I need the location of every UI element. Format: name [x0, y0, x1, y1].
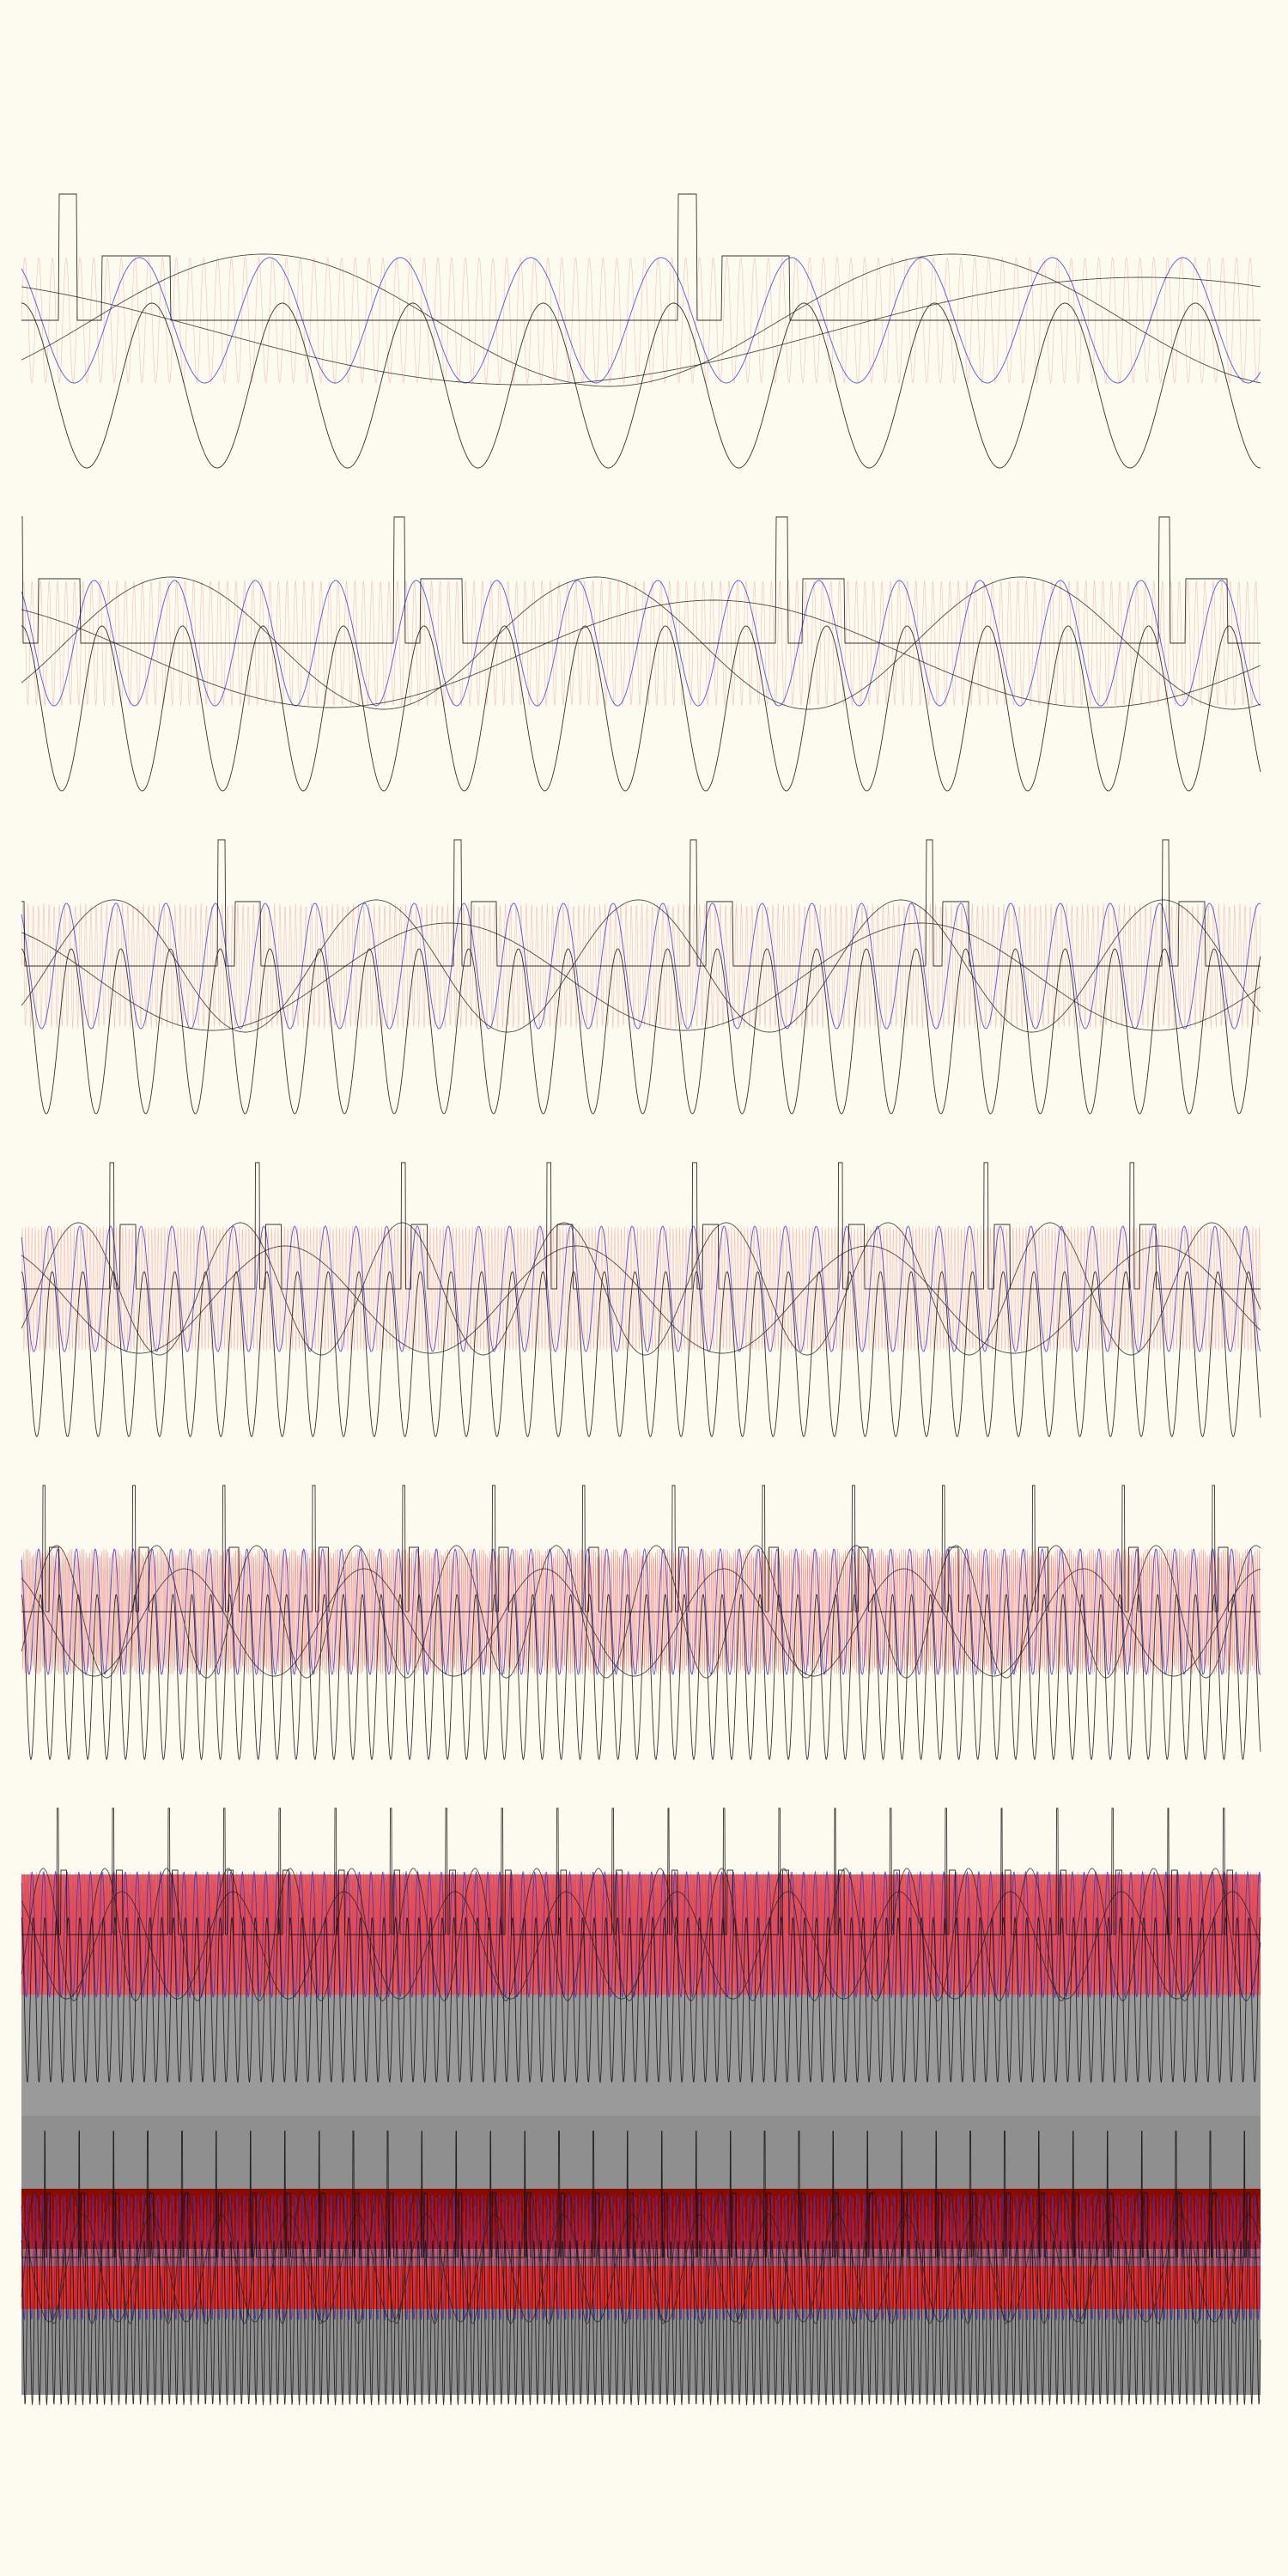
slow-wave [21, 922, 1261, 1031]
pulse-wave [21, 2130, 1261, 2258]
pulse-wave [21, 839, 1261, 967]
red-wave [21, 256, 1261, 385]
slow-wave [21, 1891, 1261, 2000]
blue-wave [21, 2194, 1261, 2321]
blue-wave [21, 257, 1261, 384]
blue-wave [21, 1870, 1261, 1999]
row-band [21, 1995, 1261, 2132]
slow-wave [21, 253, 1261, 387]
pulse-wave [21, 1162, 1261, 1290]
slow-wave [21, 1568, 1261, 1677]
slow-wave [21, 2190, 1261, 2324]
wave-row [21, 839, 1261, 1115]
wave-row [21, 193, 1261, 469]
pulse-wave [21, 1807, 1261, 1935]
blue-wave [21, 1225, 1261, 1352]
lower-wave [21, 625, 1261, 792]
slow-wave [21, 576, 1261, 710]
slow-wave [21, 899, 1261, 1033]
red-wave [21, 1548, 1261, 1675]
slow-wave [21, 599, 1261, 708]
slow-wave [21, 1545, 1261, 1679]
slow-wave [21, 1868, 1261, 2002]
slow-wave [21, 276, 1261, 386]
lower-wave [21, 948, 1261, 1115]
wave-row [21, 2116, 1261, 2406]
slow-wave [21, 2214, 1261, 2323]
wave-row [21, 516, 1261, 792]
pulse-wave [21, 516, 1261, 644]
wave-row [21, 1485, 1261, 1761]
red-wave [21, 1225, 1261, 1352]
lower-wave [21, 1916, 1261, 2084]
slow-wave [21, 1245, 1261, 1354]
blue-wave [21, 580, 1261, 707]
lower-wave [21, 1593, 1261, 1761]
blue-wave [21, 1548, 1261, 1675]
lower-wave [21, 302, 1261, 469]
pulse-wave [21, 193, 1261, 321]
red-wave [21, 580, 1261, 707]
wave-row [21, 1807, 1261, 2132]
wave-row [21, 1162, 1261, 1437]
lower-wave [21, 1271, 1261, 1437]
slow-wave [21, 1222, 1261, 1356]
pulse-wave [21, 1485, 1261, 1613]
